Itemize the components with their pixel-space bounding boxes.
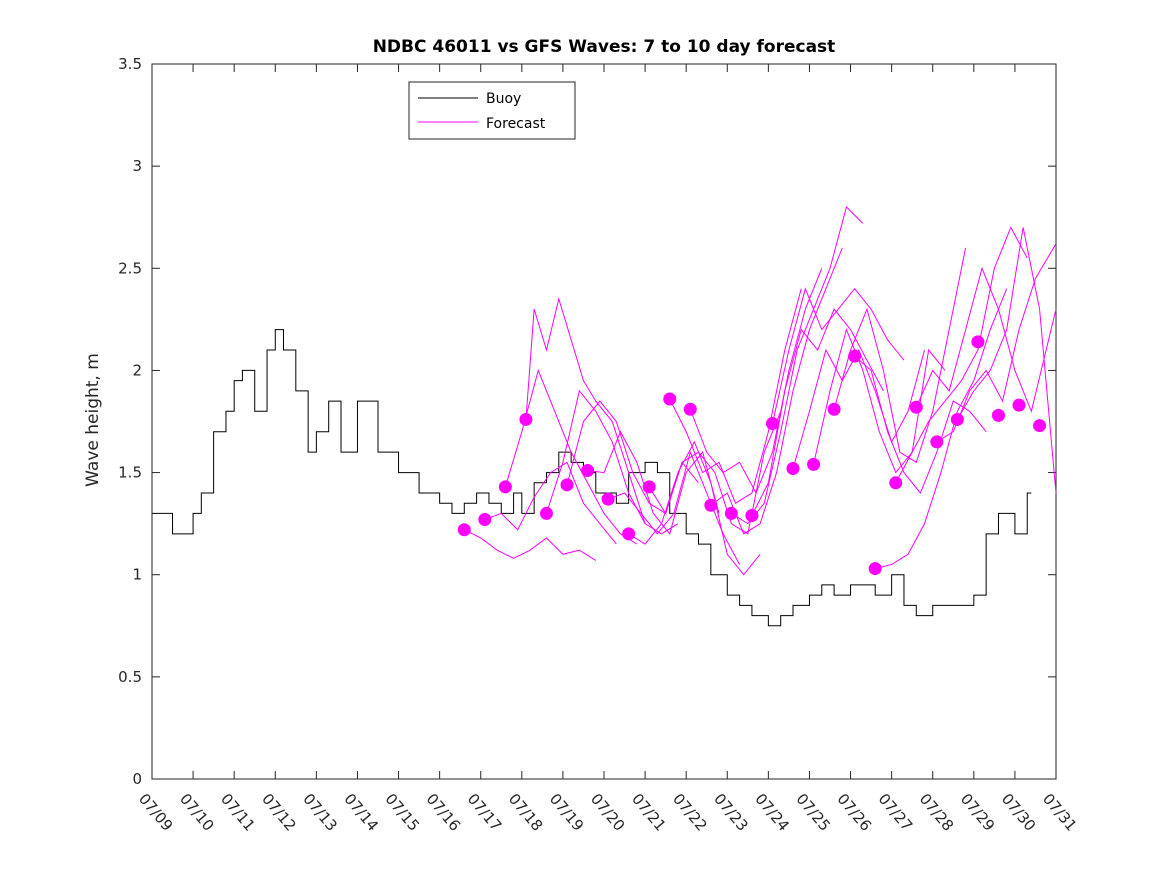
forecast-point (704, 498, 718, 512)
forecast-line (915, 266, 1057, 413)
forecast-point (848, 349, 862, 363)
x-tick-label: 07/18 (505, 790, 547, 835)
forecast-line (648, 411, 782, 535)
forecast-point (642, 480, 656, 494)
x-tick-label: 07/13 (299, 790, 341, 835)
x-tick-label: 07/23 (710, 790, 752, 835)
forecast-line (525, 297, 646, 524)
x-tick-label: 07/11 (217, 790, 259, 835)
forecast-point (807, 457, 821, 471)
forecast-line (771, 287, 905, 424)
forecast-point (1033, 419, 1047, 433)
forecast-line (956, 227, 1057, 494)
buoy-line (152, 329, 1032, 627)
legend: Buoy Forecast (408, 81, 576, 140)
forecast-line (895, 226, 1028, 484)
forecast-line (669, 288, 802, 504)
x-tick-label: 07/24 (751, 790, 793, 835)
forecast-point (724, 506, 738, 520)
forecast-point (930, 435, 944, 449)
y-tick-label: 1.5 (118, 464, 142, 482)
x-tick-label: 07/22 (669, 790, 711, 835)
forecast-line (792, 348, 925, 469)
forecast-point (560, 478, 574, 492)
plot-area: 00.511.522.533.507/09 07/10 07/11 07/12 07/1… (118, 55, 1080, 835)
x-tick-label: 07/31 (1039, 790, 1081, 835)
forecast-point (909, 400, 923, 414)
forecast-point (889, 476, 903, 490)
legend-label-forecast: Forecast (486, 116, 546, 132)
forecast-point (868, 562, 882, 576)
forecast-line (689, 268, 823, 495)
x-tick-label: 07/25 (792, 790, 834, 835)
forecast-point (478, 513, 492, 527)
forecast-line (628, 440, 761, 576)
forecast-line (710, 247, 843, 535)
legend-label-buoy: Buoy (486, 91, 521, 107)
x-tick-label: 07/16 (423, 790, 465, 835)
y-tick-label: 1 (132, 566, 142, 584)
forecast-line (464, 529, 597, 561)
x-tick-label: 07/21 (628, 790, 670, 835)
forecast-line (751, 308, 884, 516)
forecast-point (519, 412, 533, 426)
x-tick-label: 07/19 (546, 790, 588, 835)
x-tick-label: 07/28 (916, 790, 958, 835)
forecast-line (484, 461, 617, 545)
forecast-line (607, 450, 741, 565)
y-tick-label: 3 (132, 157, 142, 175)
x-tick-label: 07/30 (998, 790, 1040, 835)
forecast-line (504, 368, 638, 545)
forecast-point (971, 335, 985, 349)
forecast-line (833, 247, 967, 464)
forecast-point (765, 417, 779, 431)
forecast-point (601, 492, 615, 506)
forecast-point (457, 523, 471, 537)
y-tick-label: 0.5 (118, 668, 142, 686)
forecast-point (991, 408, 1005, 422)
forecast-point (663, 392, 677, 406)
forecast-point (539, 506, 553, 520)
forecast-point (498, 480, 512, 494)
forecast-point (950, 412, 964, 426)
x-tick-label: 07/09 (135, 790, 177, 835)
forecast-point (622, 527, 636, 541)
legend-box (408, 81, 576, 140)
forecast-point (745, 508, 759, 522)
x-tick-label: 07/10 (176, 790, 218, 835)
plot-frame (151, 63, 1057, 780)
y-tick-label: 3.5 (118, 55, 142, 73)
x-tick-label: 07/17 (464, 790, 506, 835)
forecast-point (1012, 398, 1026, 412)
forecast-point (683, 402, 697, 416)
y-axis-label: Wave height, m (83, 353, 103, 487)
forecast-line (875, 288, 1008, 570)
forecast-point (581, 464, 595, 478)
x-tick-label: 07/14 (340, 790, 382, 835)
x-tick-label: 07/15 (381, 790, 423, 835)
y-tick-label: 2 (132, 361, 142, 379)
x-tick-label: 07/27 (875, 790, 917, 835)
forecast-line (813, 327, 946, 474)
x-tick-label: 07/12 (258, 790, 300, 835)
chart-title: NDBC 46011 vs GFS Waves: 7 to 10 day for… (373, 37, 836, 57)
x-tick-label: 07/20 (587, 790, 629, 835)
x-tick-label: 07/26 (833, 790, 875, 835)
y-tick-label: 2.5 (118, 259, 142, 277)
x-tick-label: 07/29 (957, 790, 999, 835)
forecast-point (786, 461, 800, 475)
forecast-point (827, 402, 841, 416)
y-tick-label: 0 (132, 770, 142, 788)
